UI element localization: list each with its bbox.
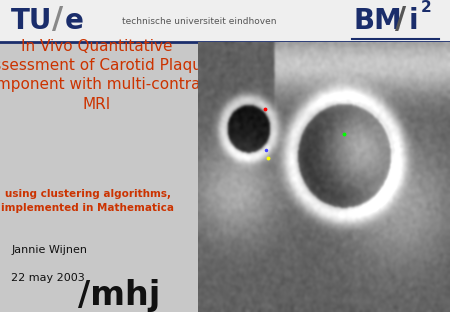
Text: In Vivo Quantitative
Assessment of Carotid Plaque
component with multi-contrast
: In Vivo Quantitative Assessment of Carot… xyxy=(0,39,215,112)
Text: /mhj: /mhj xyxy=(78,279,160,312)
Bar xyxy=(0,0,450,42)
Text: TU: TU xyxy=(11,7,53,35)
Text: e: e xyxy=(65,7,84,35)
Text: i: i xyxy=(409,7,418,35)
Text: BM: BM xyxy=(353,7,402,35)
Text: /: / xyxy=(395,5,406,34)
Text: technische universiteit eindhoven: technische universiteit eindhoven xyxy=(122,17,276,26)
Text: 2: 2 xyxy=(421,0,432,15)
Text: using clustering algorithms,
implemented in Mathematica: using clustering algorithms, implemented… xyxy=(1,189,174,213)
Text: 22 may 2003: 22 may 2003 xyxy=(11,273,85,283)
Text: /: / xyxy=(52,5,63,34)
Text: Jannie Wijnen: Jannie Wijnen xyxy=(11,245,87,255)
